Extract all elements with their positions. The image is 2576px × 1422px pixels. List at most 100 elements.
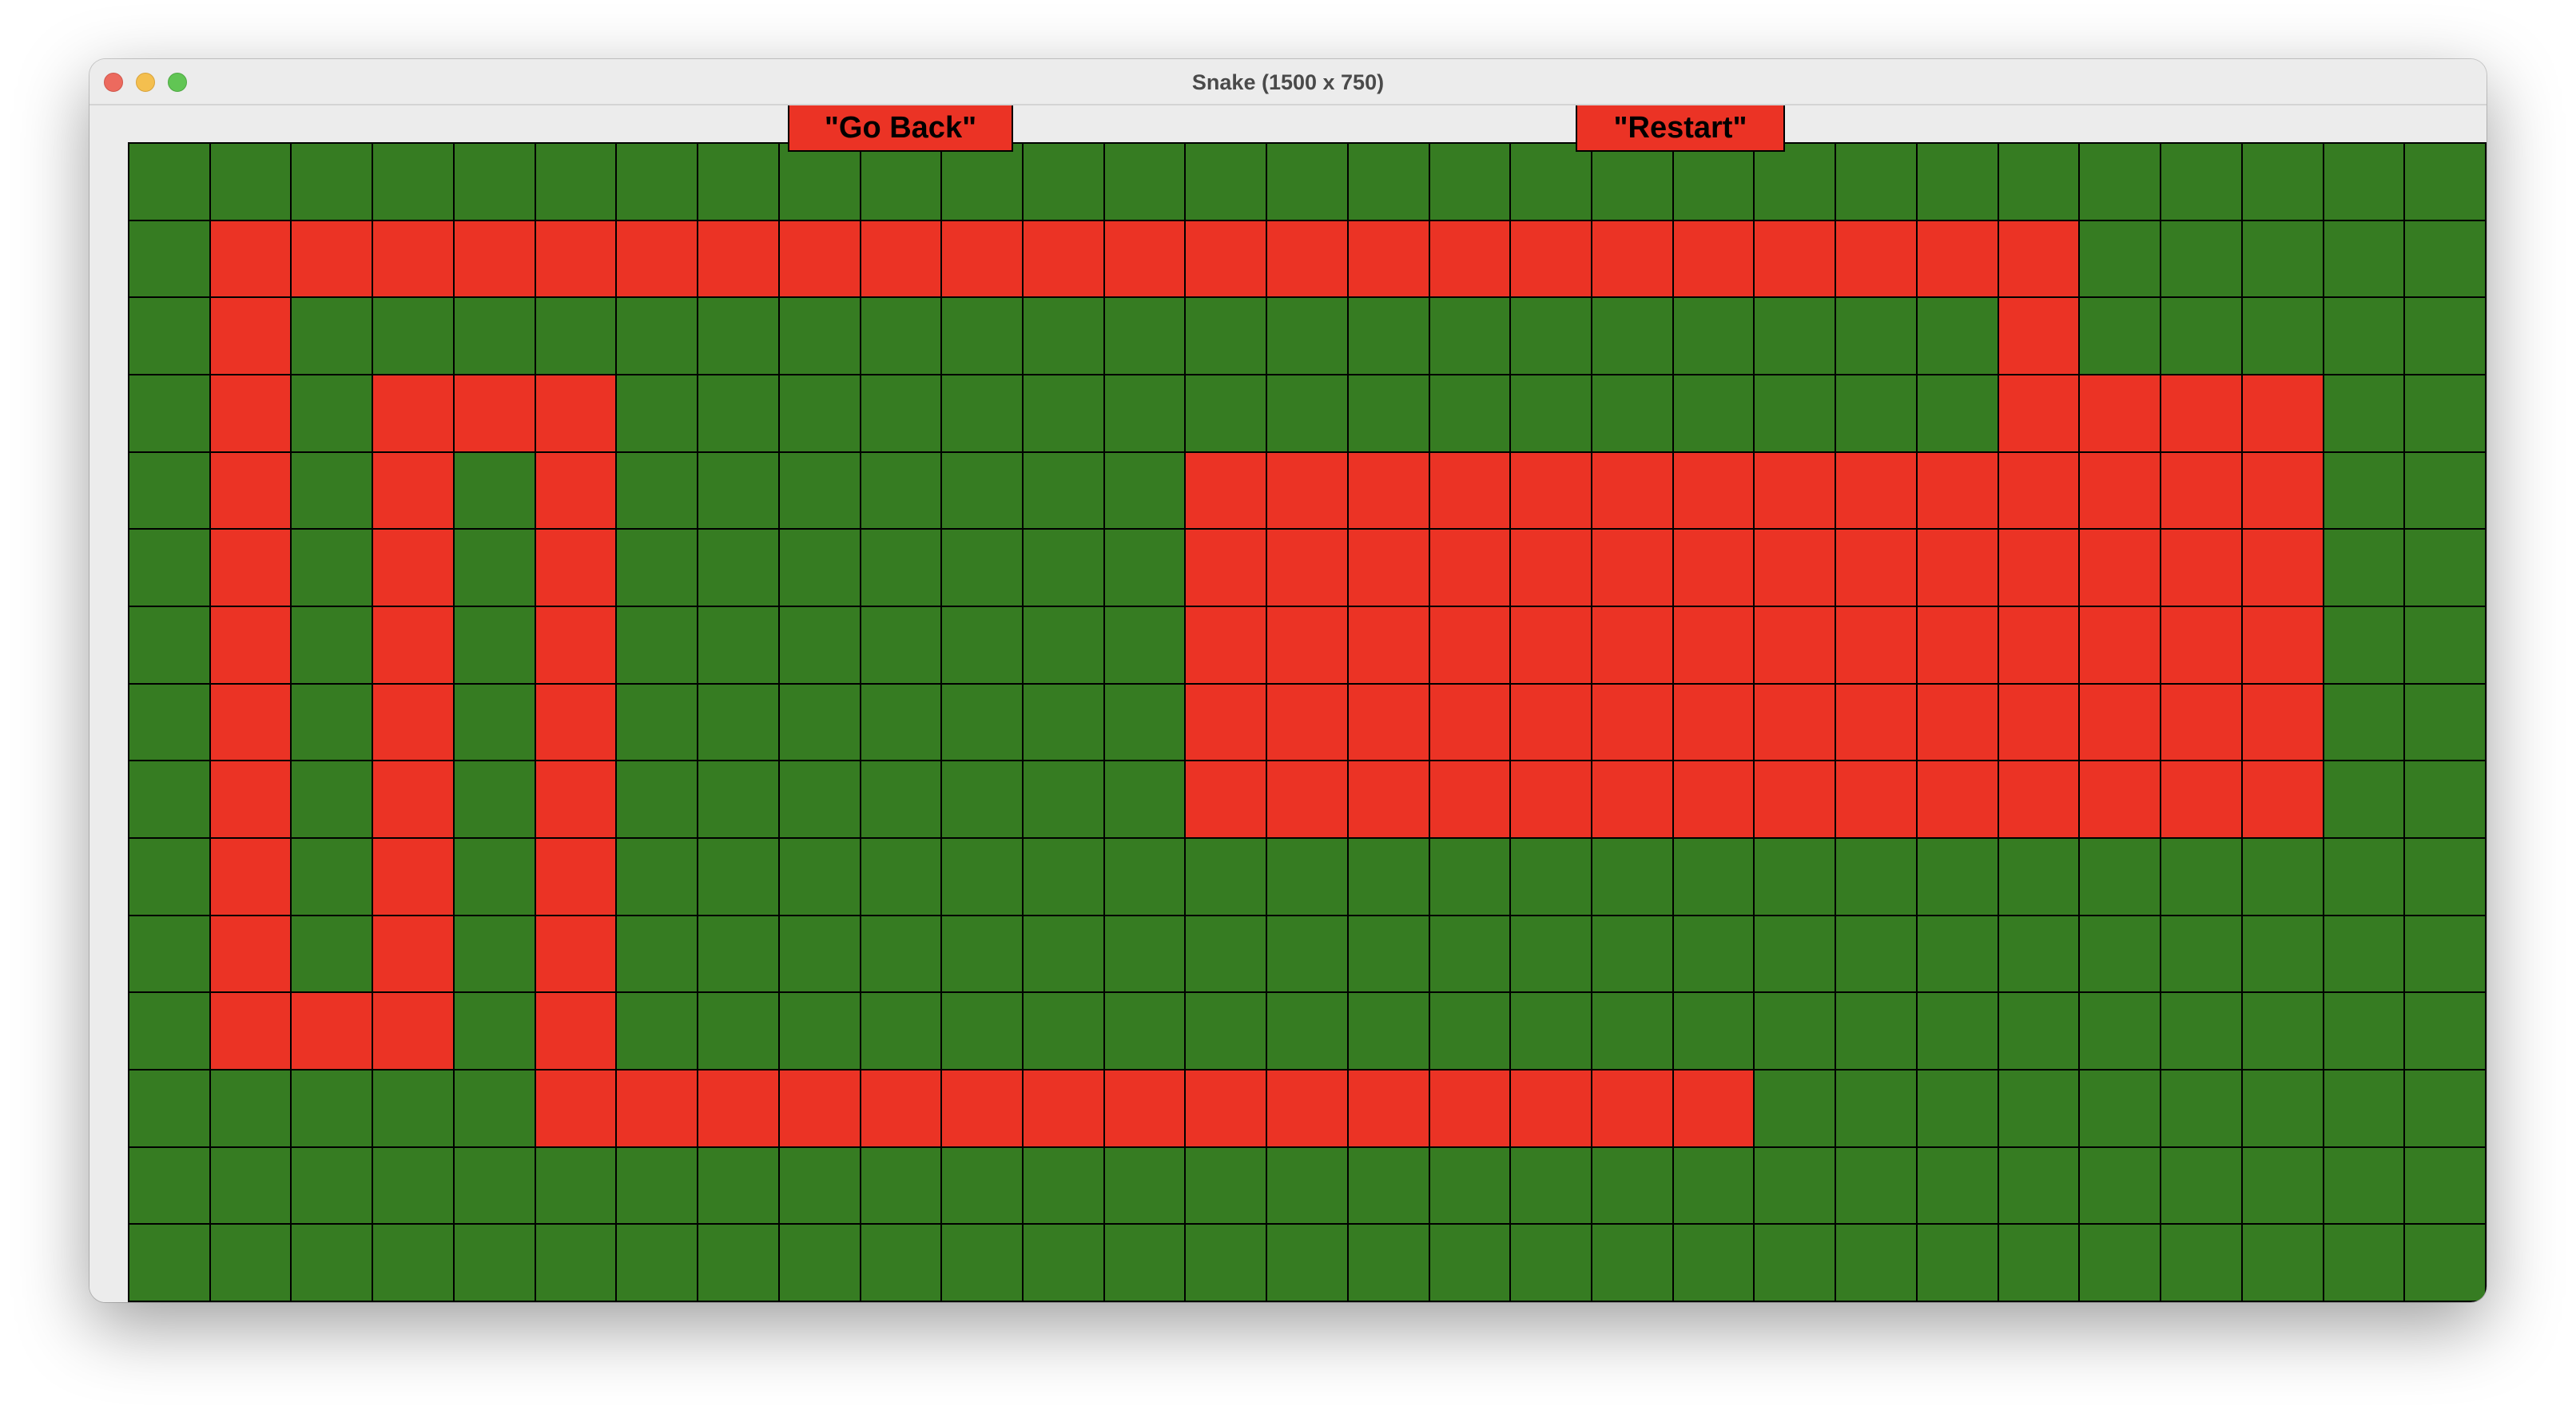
grid-cell <box>2405 838 2485 915</box>
grid-cell <box>1429 375 1510 451</box>
snake-cell <box>1023 220 1103 297</box>
grid-cell <box>698 1147 778 1224</box>
snake-cell <box>1429 452 1510 529</box>
go-back-button[interactable]: "Go Back" <box>788 105 1013 152</box>
grid-cell <box>1267 1147 1347 1224</box>
grid-cell <box>2405 530 2485 606</box>
grid-cell <box>1023 144 1103 220</box>
snake-cell <box>210 684 291 761</box>
grid-cell <box>779 606 860 683</box>
snake-cell <box>1186 220 1266 297</box>
grid-cell <box>2324 220 2404 297</box>
grid-cell <box>698 838 778 915</box>
grid-cell <box>1186 144 1266 220</box>
grid-cell <box>2080 144 2161 220</box>
snake-cell <box>1917 684 1998 761</box>
snake-cell <box>1836 452 1916 529</box>
grid-cell <box>2161 838 2241 915</box>
grid-cell <box>1023 1225 1103 1301</box>
snake-cell <box>617 220 698 297</box>
grid-cell <box>2405 606 2485 683</box>
snake-cell <box>2161 606 2241 683</box>
grid-cell <box>1592 838 1672 915</box>
snake-cell <box>1998 530 2079 606</box>
grid-cell <box>1104 993 1185 1069</box>
grid-cell <box>942 606 1022 683</box>
grid-cell <box>2324 761 2404 837</box>
grid-cell <box>942 530 1022 606</box>
grid-cell <box>2242 1147 2323 1224</box>
grid-cell <box>1267 375 1347 451</box>
restart-button[interactable]: "Restart" <box>1576 105 1785 152</box>
snake-cell <box>1998 684 2079 761</box>
snake-cell <box>1755 530 1835 606</box>
grid-cell <box>2080 1070 2161 1146</box>
grid-cell <box>1104 452 1185 529</box>
snake-cell <box>2161 530 2241 606</box>
grid-cell <box>779 375 860 451</box>
snake-cell <box>1429 220 1510 297</box>
grid-cell <box>1104 375 1185 451</box>
grid-cell <box>1186 375 1266 451</box>
snake-cell <box>942 220 1022 297</box>
snake-cell <box>1186 606 1266 683</box>
snake-cell <box>861 1070 941 1146</box>
snake-cell <box>1755 220 1835 297</box>
grid-cell <box>1104 144 1185 220</box>
snake-cell <box>210 838 291 915</box>
grid-cell <box>2324 1070 2404 1146</box>
grid-cell <box>2405 993 2485 1069</box>
grid-cell <box>129 375 209 451</box>
grid-cell <box>292 1225 372 1301</box>
title-bar[interactable]: Snake (1500 x 750) <box>89 59 2487 105</box>
snake-cell <box>1348 684 1429 761</box>
grid-cell <box>292 916 372 992</box>
grid-cell <box>1186 838 1266 915</box>
snake-cell <box>454 375 535 451</box>
grid-cell <box>535 144 616 220</box>
snake-cell <box>373 838 453 915</box>
grid-cell <box>1673 1225 1754 1301</box>
grid-cell <box>1023 916 1103 992</box>
grid-cell <box>942 838 1022 915</box>
snake-cell <box>535 1070 616 1146</box>
grid-cell <box>129 993 209 1069</box>
grid-cell <box>2242 144 2323 220</box>
grid-cell <box>2324 993 2404 1069</box>
grid-cell <box>2405 452 2485 529</box>
grid-cell <box>1592 1225 1672 1301</box>
grid-cell <box>535 1225 616 1301</box>
zoom-window-icon[interactable] <box>168 73 187 92</box>
grid-cell <box>2405 761 2485 837</box>
grid-cell <box>2080 993 2161 1069</box>
snake-cell <box>1755 684 1835 761</box>
grid-cell <box>2242 298 2323 374</box>
grid-cell <box>861 1225 941 1301</box>
snake-cell <box>1673 606 1754 683</box>
snake-cell <box>1429 761 1510 837</box>
grid-cell <box>129 838 209 915</box>
grid-cell <box>2324 452 2404 529</box>
grid-cell <box>373 298 453 374</box>
grid-cell <box>698 530 778 606</box>
snake-cell <box>1429 684 1510 761</box>
grid-cell <box>1104 298 1185 374</box>
grid-cell <box>1998 993 2079 1069</box>
grid-cell <box>1673 144 1754 220</box>
grid-cell <box>2324 530 2404 606</box>
snake-cell <box>2242 375 2323 451</box>
grid-cell <box>2324 838 2404 915</box>
grid-cell <box>454 761 535 837</box>
grid-cell <box>861 838 941 915</box>
grid-cell <box>1836 916 1916 992</box>
grid-cell <box>1429 298 1510 374</box>
close-window-icon[interactable] <box>104 73 123 92</box>
minimize-window-icon[interactable] <box>136 73 155 92</box>
grid-cell <box>292 684 372 761</box>
grid-cell <box>1348 1225 1429 1301</box>
snake-cell <box>1592 1070 1672 1146</box>
grid-cell <box>2242 220 2323 297</box>
grid-cell <box>2161 916 2241 992</box>
grid-cell <box>2405 375 2485 451</box>
grid-cell <box>617 916 698 992</box>
